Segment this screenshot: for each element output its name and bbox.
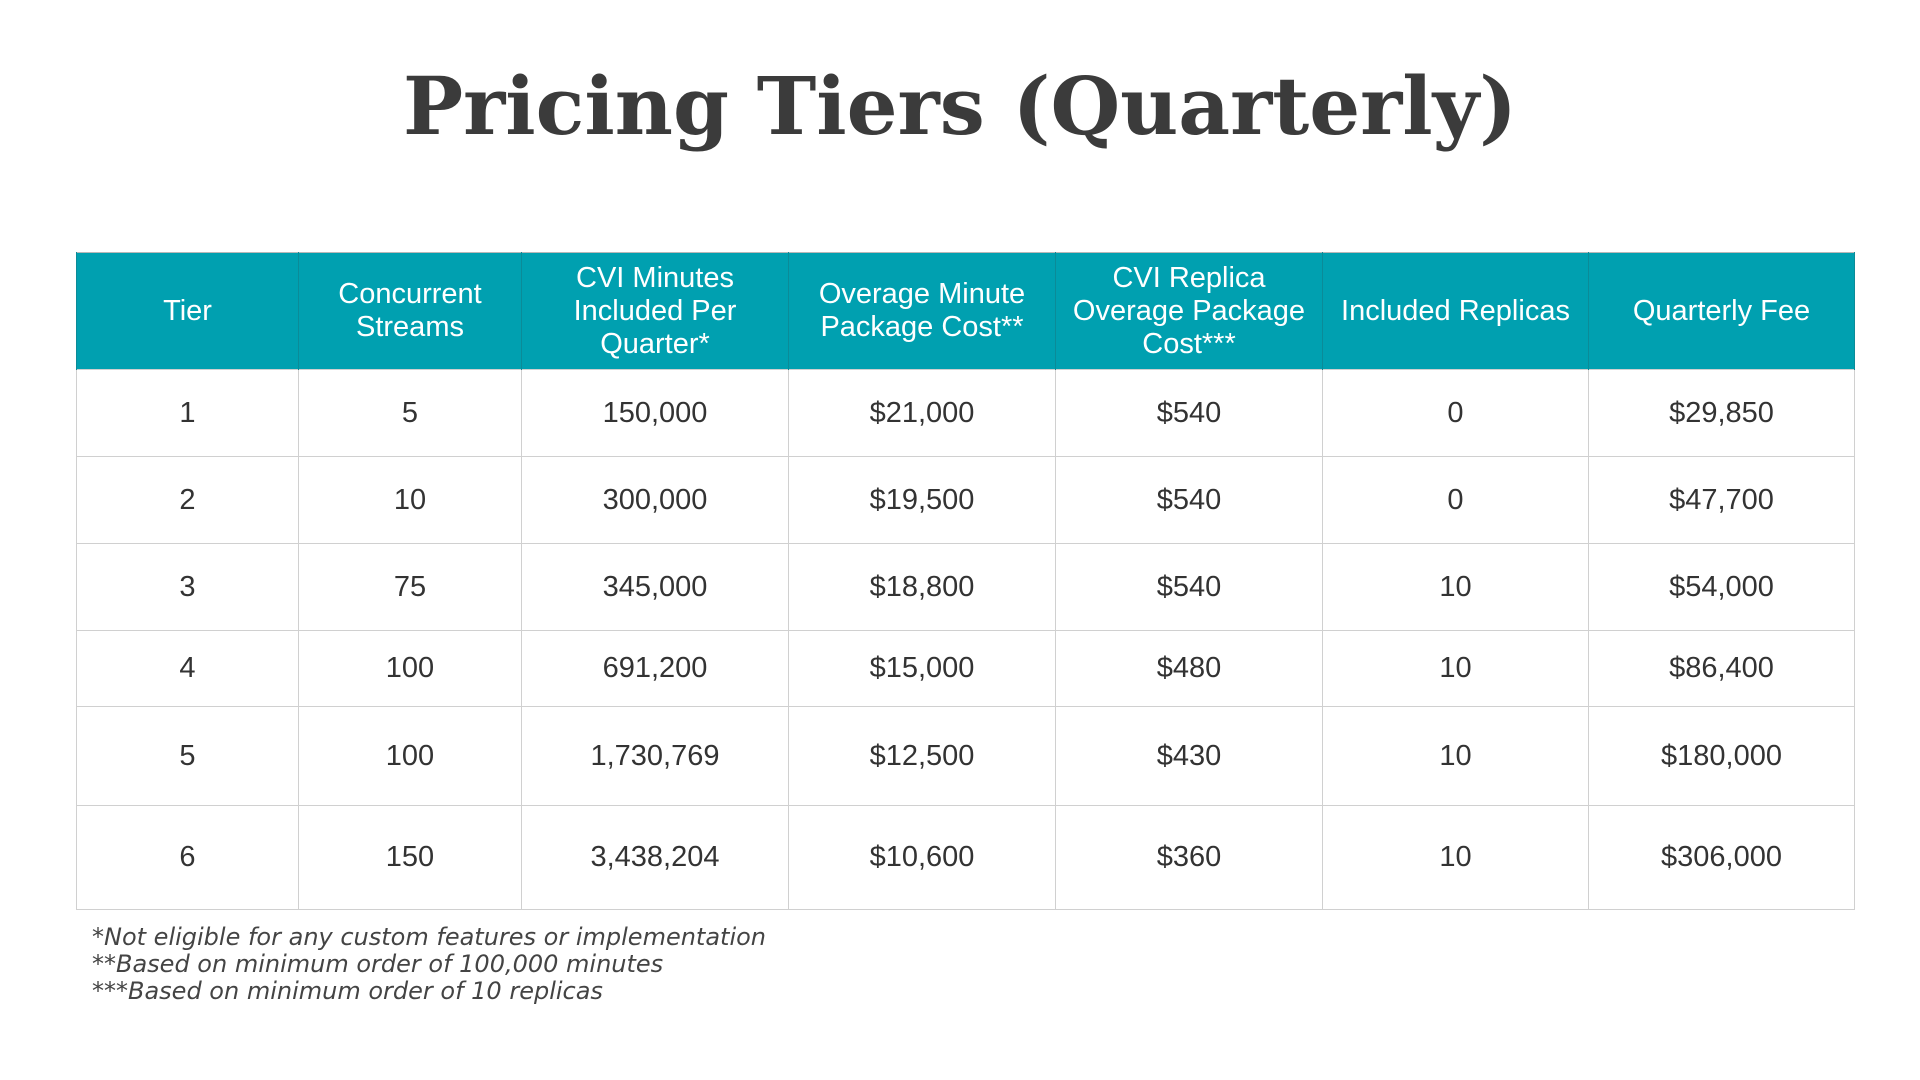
cell-replica-overage-cost: $430 [1055, 706, 1323, 806]
cell-replica-overage-cost: $540 [1055, 456, 1323, 544]
header-tier: Tier [76, 252, 299, 370]
cell-concurrent-streams: 150 [298, 805, 522, 910]
cell-tier: 2 [76, 456, 299, 544]
table-header-row: Tier Concurrent Streams CVI Minutes Incl… [76, 252, 1855, 370]
cell-overage-minute-cost: $19,500 [788, 456, 1056, 544]
cell-cvi-minutes: 3,438,204 [521, 805, 789, 910]
header-overage-minute-package-cost: Overage Minute Package Cost** [788, 252, 1056, 370]
cell-overage-minute-cost: $21,000 [788, 369, 1056, 457]
cell-tier: 4 [76, 630, 299, 707]
cell-concurrent-streams: 100 [298, 630, 522, 707]
cell-overage-minute-cost: $15,000 [788, 630, 1056, 707]
cell-cvi-minutes: 1,730,769 [521, 706, 789, 806]
table-row: 4 100 691,200 $15,000 $480 10 $86,400 [76, 630, 1855, 707]
cell-overage-minute-cost: $18,800 [788, 543, 1056, 631]
cell-replica-overage-cost: $360 [1055, 805, 1323, 910]
cell-concurrent-streams: 10 [298, 456, 522, 544]
footnote-overage-minutes: **Based on minimum order of 100,000 minu… [92, 950, 664, 978]
pricing-table: Tier Concurrent Streams CVI Minutes Incl… [76, 252, 1855, 910]
cell-replica-overage-cost: $540 [1055, 543, 1323, 631]
cell-included-replicas: 0 [1322, 456, 1589, 544]
cell-included-replicas: 10 [1322, 805, 1589, 910]
cell-included-replicas: 0 [1322, 369, 1589, 457]
table-row: 1 5 150,000 $21,000 $540 0 $29,850 [76, 369, 1855, 457]
cell-cvi-minutes: 150,000 [521, 369, 789, 457]
header-cvi-minutes-included: CVI Minutes Included Per Quarter* [521, 252, 789, 370]
header-cvi-replica-overage-package-cost: CVI Replica Overage Package Cost*** [1055, 252, 1323, 370]
table-row: 6 150 3,438,204 $10,600 $360 10 $306,000 [76, 805, 1855, 910]
header-included-replicas: Included Replicas [1322, 252, 1589, 370]
footnotes: *Not eligible for any custom features or… [92, 924, 766, 1005]
cell-concurrent-streams: 5 [298, 369, 522, 457]
cell-concurrent-streams: 75 [298, 543, 522, 631]
cell-quarterly-fee: $54,000 [1588, 543, 1855, 631]
cell-quarterly-fee: $306,000 [1588, 805, 1855, 910]
cell-tier: 3 [76, 543, 299, 631]
cell-included-replicas: 10 [1322, 543, 1589, 631]
cell-concurrent-streams: 100 [298, 706, 522, 806]
cell-included-replicas: 10 [1322, 706, 1589, 806]
table-row: 3 75 345,000 $18,800 $540 10 $54,000 [76, 543, 1855, 631]
cell-cvi-minutes: 345,000 [521, 543, 789, 631]
cell-quarterly-fee: $86,400 [1588, 630, 1855, 707]
footnote-replicas: ***Based on minimum order of 10 replicas [92, 977, 603, 1005]
cell-tier: 6 [76, 805, 299, 910]
cell-replica-overage-cost: $480 [1055, 630, 1323, 707]
cell-quarterly-fee: $29,850 [1588, 369, 1855, 457]
cell-tier: 1 [76, 369, 299, 457]
cell-overage-minute-cost: $10,600 [788, 805, 1056, 910]
page-title: Pricing Tiers (Quarterly) [402, 59, 1518, 153]
table-row: 5 100 1,730,769 $12,500 $430 10 $180,000 [76, 706, 1855, 806]
cell-included-replicas: 10 [1322, 630, 1589, 707]
footnote-minutes-included: *Not eligible for any custom features or… [92, 923, 767, 951]
cell-overage-minute-cost: $12,500 [788, 706, 1056, 806]
cell-tier: 5 [76, 706, 299, 806]
cell-quarterly-fee: $180,000 [1588, 706, 1855, 806]
cell-cvi-minutes: 691,200 [521, 630, 789, 707]
cell-quarterly-fee: $47,700 [1588, 456, 1855, 544]
header-quarterly-fee: Quarterly Fee [1588, 252, 1855, 370]
cell-replica-overage-cost: $540 [1055, 369, 1323, 457]
table-row: 2 10 300,000 $19,500 $540 0 $47,700 [76, 456, 1855, 544]
header-concurrent-streams: Concurrent Streams [298, 252, 522, 370]
cell-cvi-minutes: 300,000 [521, 456, 789, 544]
